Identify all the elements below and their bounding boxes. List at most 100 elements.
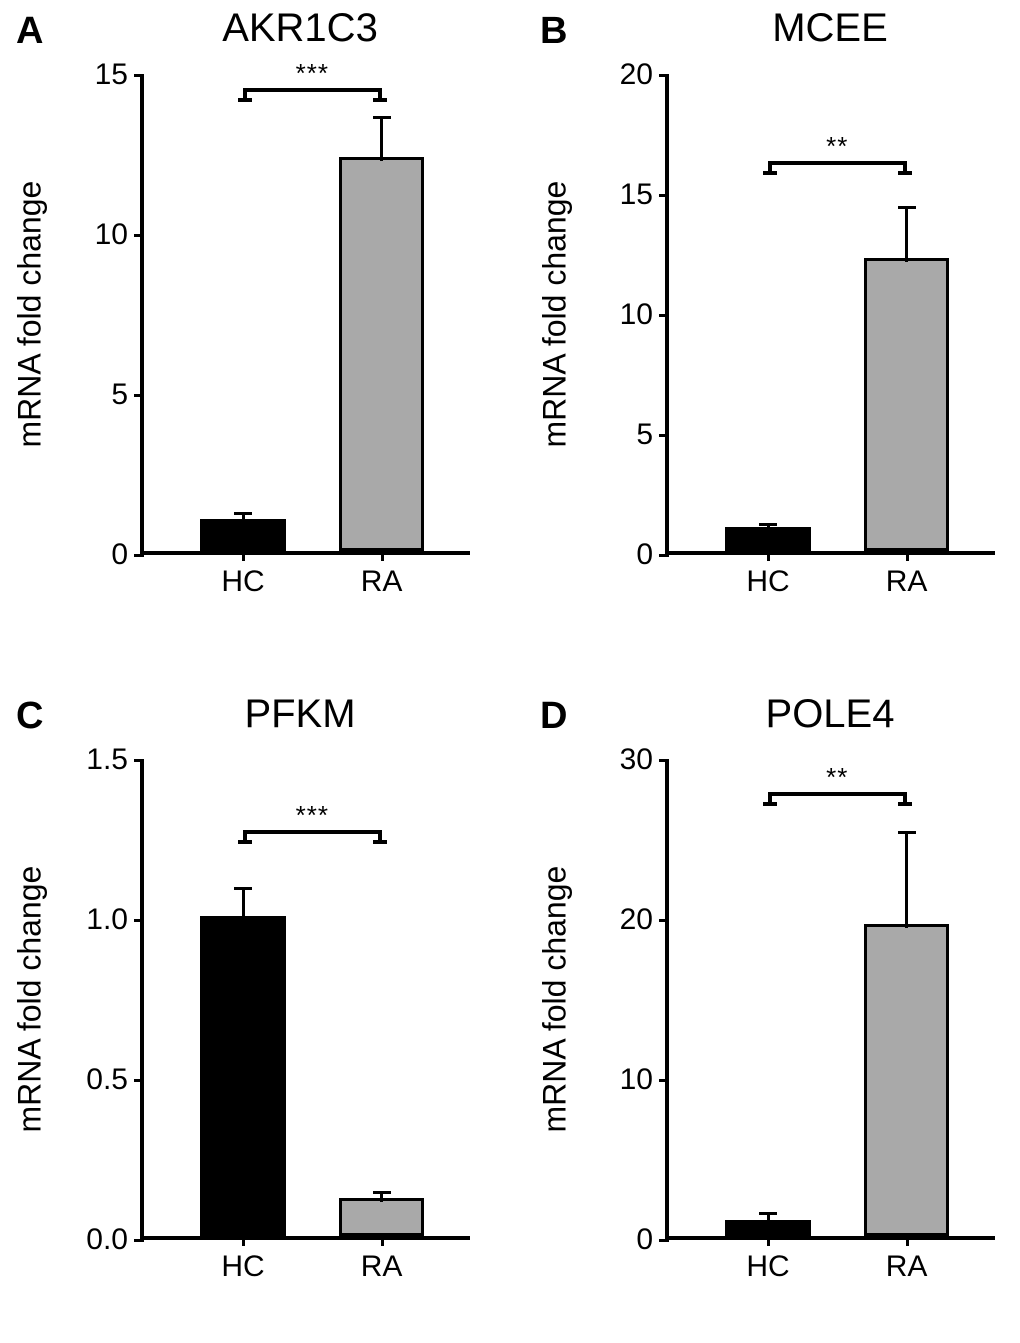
bar: [339, 157, 425, 551]
y-tick: [134, 554, 144, 557]
y-tick-label: 20: [620, 58, 653, 92]
significance-bracket-end: [378, 830, 382, 840]
significance-label: ***: [296, 800, 329, 831]
y-tick: [659, 74, 669, 77]
significance-bracket-end: [903, 792, 907, 802]
x-tick: [906, 551, 909, 561]
x-tick-label: HC: [746, 565, 789, 599]
y-tick-label: 10: [620, 298, 653, 332]
x-tick: [767, 551, 770, 561]
y-tick: [134, 919, 144, 922]
chart-title: POLE4: [680, 692, 980, 737]
significance-bracket-serif: [373, 840, 387, 844]
chart-title: PFKM: [150, 692, 450, 737]
panel-label: C: [16, 695, 43, 738]
x-tick-label: RA: [886, 1250, 928, 1284]
y-tick-label: 1.5: [86, 743, 128, 777]
y-tick: [134, 74, 144, 77]
y-tick: [659, 1239, 669, 1242]
y-tick-label: 5: [636, 418, 653, 452]
y-tick-label: 0.5: [86, 1063, 128, 1097]
error-bar-cap: [898, 206, 916, 209]
significance-bracket-serif: [238, 98, 252, 102]
plot-area: 05101520HCRA**: [665, 75, 995, 555]
significance-bracket-end: [243, 830, 247, 840]
error-bar-cap: [759, 523, 777, 526]
bar: [200, 916, 286, 1236]
y-tick: [134, 1239, 144, 1242]
x-tick-label: HC: [746, 1250, 789, 1284]
y-tick: [659, 194, 669, 197]
significance-bracket-serif: [373, 98, 387, 102]
y-axis-label: mRNA fold change: [537, 188, 574, 448]
significance-bracket-serif: [763, 802, 777, 806]
error-bar-cap: [898, 831, 916, 834]
significance-bracket-serif: [898, 171, 912, 175]
significance-label: ***: [296, 58, 329, 89]
y-axis-label: mRNA fold change: [12, 873, 49, 1133]
y-tick: [659, 314, 669, 317]
x-tick: [242, 551, 245, 561]
panel-label: A: [16, 10, 43, 53]
y-tick: [134, 394, 144, 397]
significance-bracket-end: [243, 88, 247, 98]
y-tick-label: 0: [111, 538, 128, 572]
error-bar-cap: [234, 512, 252, 515]
significance-bracket-serif: [238, 840, 252, 844]
x-tick-label: RA: [886, 565, 928, 599]
bar: [339, 1198, 425, 1236]
y-axis-label: mRNA fold change: [12, 188, 49, 448]
y-tick-label: 15: [95, 58, 128, 92]
y-tick-label: 1.0: [86, 903, 128, 937]
error-bar: [242, 888, 245, 920]
error-bar-cap: [373, 116, 391, 119]
y-axis-label: mRNA fold change: [537, 873, 574, 1133]
y-tick-label: 0: [636, 1223, 653, 1257]
chart-title: AKR1C3: [150, 6, 450, 51]
y-tick: [134, 234, 144, 237]
x-tick-label: HC: [221, 565, 264, 599]
y-tick: [134, 759, 144, 762]
significance-bracket-end: [378, 88, 382, 98]
y-tick-label: 0: [636, 538, 653, 572]
y-tick-label: 10: [620, 1063, 653, 1097]
x-tick: [381, 1236, 384, 1246]
y-tick: [659, 919, 669, 922]
y-tick-label: 0.0: [86, 1223, 128, 1257]
panel-label: B: [540, 10, 567, 53]
y-tick: [659, 434, 669, 437]
x-tick: [381, 551, 384, 561]
bar: [864, 258, 950, 551]
significance-bracket-end: [903, 161, 907, 171]
y-tick-label: 15: [620, 178, 653, 212]
y-tick: [659, 759, 669, 762]
error-bar: [905, 207, 908, 262]
x-tick-label: RA: [361, 1250, 403, 1284]
y-tick-label: 20: [620, 903, 653, 937]
significance-bracket-end: [768, 792, 772, 802]
x-tick: [767, 1236, 770, 1246]
chart-title: MCEE: [680, 6, 980, 51]
error-bar-cap: [234, 887, 252, 890]
x-tick-label: RA: [361, 565, 403, 599]
x-tick-label: HC: [221, 1250, 264, 1284]
y-tick: [659, 1079, 669, 1082]
y-tick: [134, 1079, 144, 1082]
error-bar: [905, 832, 908, 928]
y-tick-label: 5: [111, 378, 128, 412]
plot-area: 0.00.51.01.5HCRA***: [140, 760, 470, 1240]
plot-area: 0102030HCRA**: [665, 760, 995, 1240]
significance-bracket-end: [768, 161, 772, 171]
figure-root: AAKR1C3051015HCRA***mRNA fold changeBMCE…: [0, 0, 1020, 1343]
y-tick-label: 10: [95, 218, 128, 252]
x-tick: [242, 1236, 245, 1246]
x-tick: [906, 1236, 909, 1246]
bar: [864, 924, 950, 1236]
significance-label: **: [826, 762, 848, 793]
plot-area: 051015HCRA***: [140, 75, 470, 555]
error-bar-cap: [759, 1212, 777, 1215]
panel-label: D: [540, 695, 567, 738]
error-bar: [380, 117, 383, 162]
bar: [200, 519, 286, 551]
y-tick-label: 30: [620, 743, 653, 777]
